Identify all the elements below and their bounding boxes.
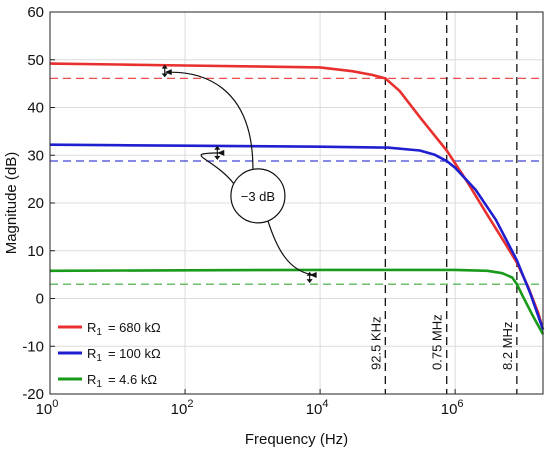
y-tick-label: -10 xyxy=(22,338,44,355)
x-tick-label: 106 xyxy=(441,398,464,418)
bandwidth-markers: 92.5 KHz 0.75 MHz 8.2 MHz xyxy=(368,12,518,394)
leader-line xyxy=(170,71,254,169)
arrowhead xyxy=(217,149,225,156)
series-line xyxy=(49,143,545,330)
y-tick-label: -20 xyxy=(22,386,44,403)
arrowhead xyxy=(164,69,172,76)
reference-lines xyxy=(50,77,543,285)
gap-arrowhead xyxy=(214,155,221,160)
x-tick-label: 102 xyxy=(171,398,194,418)
x-axis-label: Frequency (Hz) xyxy=(245,431,348,448)
y-tick-label: 40 xyxy=(27,100,44,117)
y-tick-labels: -20 -10 0 10 20 30 40 50 60 xyxy=(22,4,55,403)
y-tick-label: 60 xyxy=(27,4,44,21)
y-tick-label: 30 xyxy=(27,147,44,164)
legend-entry: R1 = 100 kΩ xyxy=(87,346,161,364)
gap-arrowhead xyxy=(306,279,313,284)
series-line xyxy=(49,268,545,335)
leader-line xyxy=(200,152,235,185)
x-tick-labels: 100 102 104 106 xyxy=(36,389,464,418)
x-tick-label: 100 xyxy=(36,398,59,418)
y-tick-label: 20 xyxy=(27,195,44,212)
legend-entry: R1 = 4.6 kΩ xyxy=(87,372,157,390)
x-tick-label: 104 xyxy=(306,398,329,418)
y-tick-label: 50 xyxy=(27,52,44,69)
series-line xyxy=(49,62,545,330)
annotation-circle xyxy=(230,168,286,224)
y-axis-label: Magnitude (dB) xyxy=(3,152,20,255)
gap-arrowhead xyxy=(161,73,168,78)
annotation-text: −3 dB xyxy=(241,189,275,204)
minus-3db-annotation: −3 dB xyxy=(161,64,317,284)
marker-label: 92.5 KHz xyxy=(368,317,383,370)
gap-arrowhead xyxy=(161,64,168,69)
y-tick-label: 10 xyxy=(27,243,44,260)
gap-arrowhead xyxy=(306,271,313,276)
legend-entry: R1 = 680 kΩ xyxy=(87,320,161,338)
marker-label: 8.2 MHz xyxy=(500,322,515,370)
leader-line xyxy=(267,220,316,276)
grid xyxy=(49,11,543,395)
legend: R1 = 680 kΩ R1 = 100 kΩ R1 = 4.6 kΩ xyxy=(58,320,161,390)
gap-arrowhead xyxy=(214,145,221,150)
arrowhead xyxy=(309,272,317,279)
y-tick-label: 0 xyxy=(36,291,44,308)
series-lines xyxy=(49,62,545,335)
marker-label: 0.75 MHz xyxy=(430,314,445,370)
